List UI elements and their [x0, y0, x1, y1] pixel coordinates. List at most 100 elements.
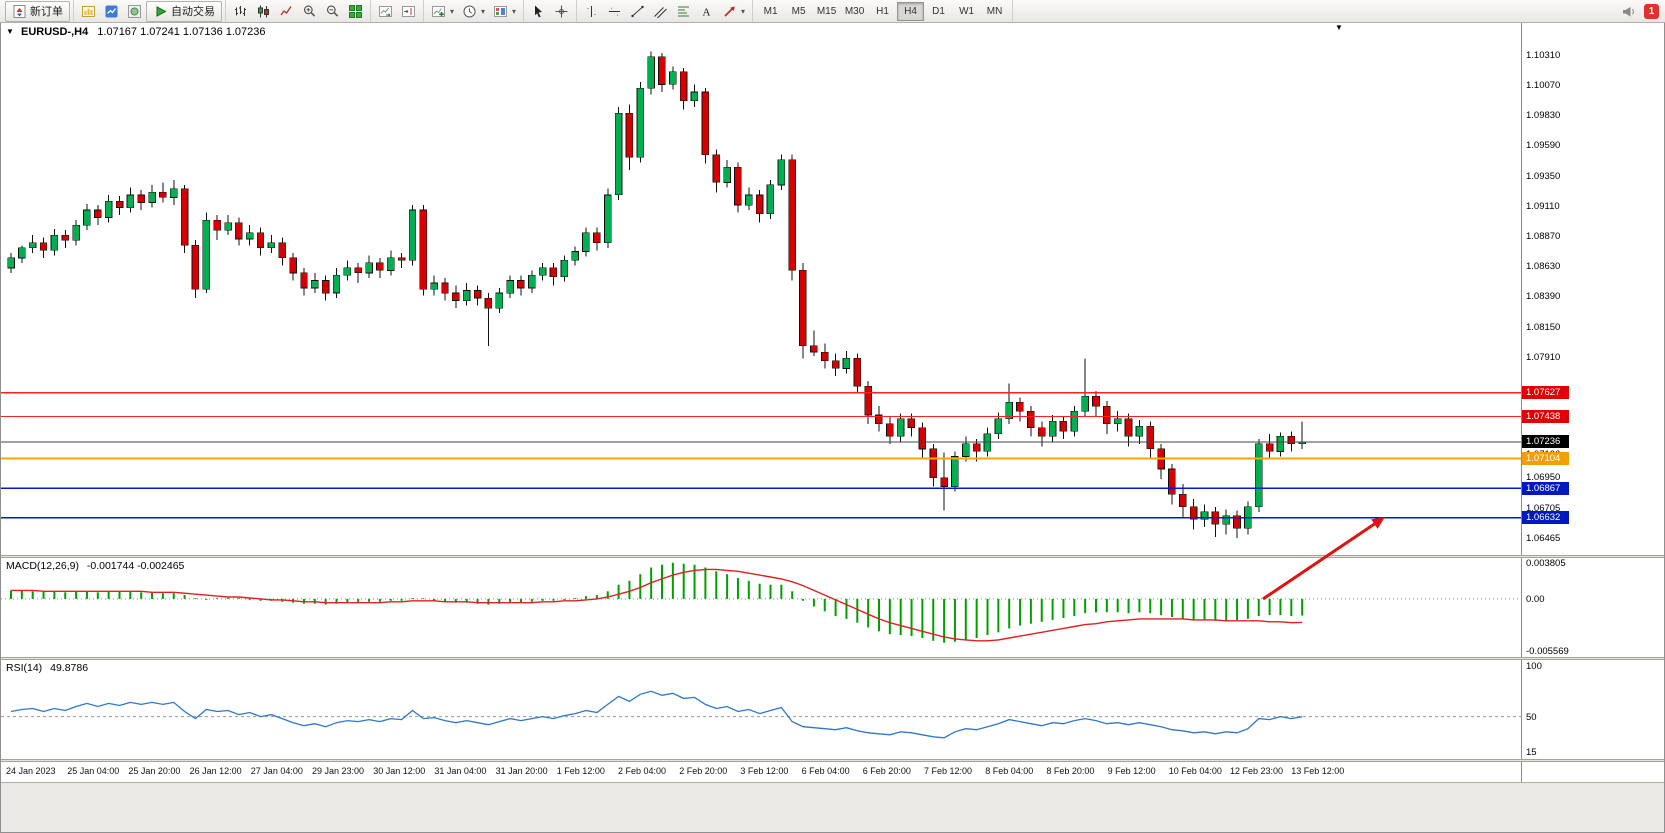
macd-signal-line [11, 568, 1303, 642]
time-label: 25 Jan 04:00 [67, 766, 120, 776]
navigator-button[interactable] [123, 1, 146, 22]
market-watch-button[interactable] [100, 1, 123, 22]
macd-canvas[interactable] [1, 558, 1521, 657]
windows-group: 自动交易 [74, 0, 226, 22]
panel-splitter[interactable] [1, 759, 1664, 762]
vertical-line-button[interactable] [580, 1, 603, 22]
one-click-trading-icon[interactable]: ▼ [6, 27, 14, 36]
toolbar: 新订单 自动交易 ▾ ▾ ▾ A ▾ M1 M5 M15 M30 H1 H4 D1 W1 MN 1 [0, 0, 1665, 23]
zoom-in-icon [302, 4, 317, 19]
rsi-panel: RSI(14) 49.8786 100 50 15 [1, 660, 1664, 759]
rsi-label: RSI(14) 49.8786 [6, 662, 88, 674]
macd-label: MACD(12,26,9) -0.001744 -0.002465 [6, 560, 184, 572]
tf-M30[interactable]: M30 [844, 5, 865, 17]
bar-chart-icon [233, 4, 248, 19]
crosshair-icon [554, 4, 569, 19]
channel-button[interactable] [649, 1, 672, 22]
periods-button[interactable]: ▾ [458, 1, 489, 22]
new-order-button-label: 新订单 [30, 6, 63, 18]
new-chart-button[interactable] [77, 1, 100, 22]
candles [7, 51, 1306, 539]
time-label: 25 Jan 20:00 [128, 766, 181, 776]
crosshair-button[interactable] [550, 1, 573, 22]
arrows-button[interactable]: ▾ [718, 1, 749, 22]
tf-M5[interactable]: M5 [791, 5, 806, 17]
tf-H4[interactable]: H4 [897, 1, 925, 21]
new-order-button[interactable]: 新订单 [5, 0, 70, 22]
line-chart-button[interactable] [275, 1, 298, 22]
time-label: 31 Jan 04:00 [434, 766, 487, 776]
rsi-tick: 100 [1526, 661, 1542, 672]
tf-M1[interactable]: M1 [763, 5, 778, 17]
autotr-icon [153, 4, 168, 19]
megaphone-icon [1621, 4, 1636, 19]
price-tick: 1.07910 [1526, 351, 1561, 363]
templates-button[interactable]: ▾ [489, 1, 520, 22]
tf-H1[interactable]: H1 [876, 5, 889, 17]
clock-icon [462, 4, 477, 19]
auto-scroll-icon [378, 4, 393, 19]
toolbar-right: 1 [1617, 1, 1663, 22]
main-chart-canvas[interactable] [1, 23, 1521, 555]
fibonacci-button[interactable] [672, 1, 695, 22]
tf-W1[interactable]: W1 [959, 5, 975, 17]
auto-trading-button[interactable]: 自动交易 [146, 0, 222, 22]
indicators-button[interactable]: ▾ [427, 1, 458, 22]
main-chart-panel: ▼ EURUSD-,H4 1.07167 1.07241 1.07136 1.0… [1, 23, 1664, 555]
price-tick: 1.09590 [1526, 140, 1561, 152]
cursor-button[interactable] [527, 1, 550, 22]
time-axis[interactable]: 24 Jan 2023 25 Jan 04:00 25 Jan 20:00 26 Ja… [1, 762, 1664, 782]
horizontal-line-button[interactable] [603, 1, 626, 22]
zoom-out-button[interactable] [321, 1, 344, 22]
tile-windows-button[interactable] [344, 1, 367, 22]
cursor-icon [531, 4, 546, 19]
candle-chart-button[interactable] [252, 1, 275, 22]
chevron-down-icon[interactable]: ▾ [450, 6, 455, 16]
tile-grid-icon [348, 4, 363, 19]
tf-D1[interactable]: D1 [932, 5, 945, 17]
rsi-name: RSI(14) [6, 662, 43, 674]
zoom-out-icon [325, 4, 340, 19]
price-tick: 1.09830 [1526, 110, 1561, 122]
chart-title: ▼ EURUSD-,H4 1.07167 1.07241 1.07136 1.0… [6, 26, 266, 38]
price-label-1.07627: 1.07627 [1522, 386, 1569, 400]
chevron-down-icon[interactable]: ▾ [481, 6, 486, 16]
time-label: 2 Feb 04:00 [618, 766, 667, 776]
tools-group: ▾ ▾ ▾ [424, 0, 525, 22]
price-tick: 1.06465 [1526, 533, 1561, 545]
trade-group: 新订单 [2, 0, 74, 22]
time-label: 27 Jan 04:00 [250, 766, 303, 776]
bottom-filler [1, 782, 1664, 832]
tline-icon [630, 4, 645, 19]
rsi-canvas[interactable] [1, 660, 1521, 759]
text-button[interactable]: A [695, 1, 718, 22]
bar-chart-button[interactable] [229, 1, 252, 22]
auto-scroll-button[interactable] [374, 1, 397, 22]
vline-icon [584, 4, 599, 19]
zoom-in-button[interactable] [298, 1, 321, 22]
chart-type-group [226, 0, 371, 22]
trendline-button[interactable] [626, 1, 649, 22]
channel-icon [653, 4, 668, 19]
panel-splitter[interactable] [1, 657, 1664, 660]
chevron-down-icon[interactable]: ▾ [512, 6, 517, 16]
notification-badge[interactable]: 1 [1644, 3, 1659, 19]
chart-shift-marker[interactable]: ▼ [1335, 23, 1343, 32]
chart-shift-button[interactable] [397, 1, 420, 22]
draw-group: A ▾ [577, 0, 754, 22]
time-label: 26 Jan 12:00 [189, 766, 242, 776]
tf-MN[interactable]: MN [986, 5, 1003, 17]
tf-M15[interactable]: M15 [816, 5, 837, 17]
chevron-down-icon[interactable]: ▾ [741, 6, 746, 16]
chart-window: ▼ EURUSD-,H4 1.07167 1.07241 1.07136 1.0… [0, 22, 1665, 833]
text-a-icon: A [699, 4, 714, 19]
new-order-icon [12, 4, 27, 19]
panel-splitter[interactable] [1, 555, 1664, 558]
price-tick: 1.10310 [1526, 49, 1561, 61]
templates-icon [493, 4, 508, 19]
alerts-button[interactable] [1617, 1, 1640, 22]
candle-chart-icon [256, 4, 271, 19]
indicators-icon [431, 4, 446, 19]
price-tick: 1.08870 [1526, 231, 1561, 242]
rsi-tick: 15 [1526, 747, 1537, 758]
